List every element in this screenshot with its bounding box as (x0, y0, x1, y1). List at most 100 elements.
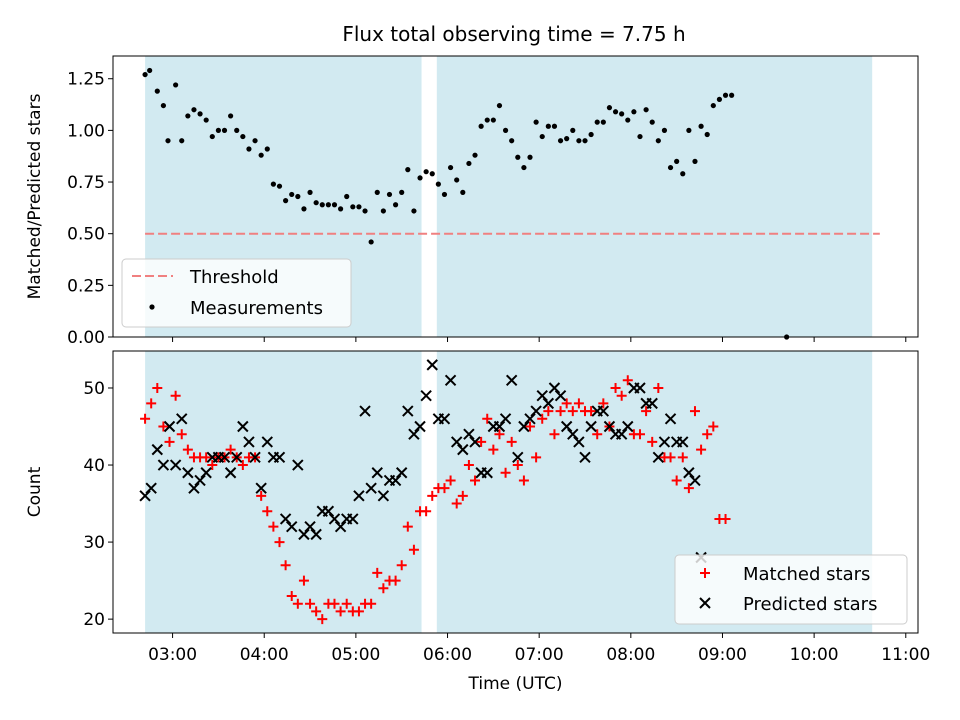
predicted-star-point (542, 397, 555, 410)
legend-box (121, 258, 352, 328)
measurement-point (356, 204, 362, 210)
predicted-star-point (322, 505, 335, 517)
x-tick-label: 08:00 (606, 645, 655, 665)
predicted-star-point (176, 413, 188, 425)
measurement-point (502, 127, 509, 133)
predicted-star-point (426, 359, 438, 371)
predicted-star-point (377, 490, 390, 502)
measurement-point (417, 175, 423, 181)
predicted-star-point (194, 474, 206, 487)
measurement-point (600, 119, 606, 125)
axes-frame (112, 350, 919, 634)
measurement-point (289, 191, 295, 198)
x-tick-label: 10:00 (790, 645, 839, 665)
y-tick-label: 0.50 (67, 225, 105, 245)
matched-star-point (408, 544, 419, 555)
axes-frame (112, 55, 919, 338)
measurement-point (307, 189, 313, 195)
predicted-star-point (395, 467, 408, 479)
measurement-point (191, 107, 197, 113)
matched-star-point (561, 398, 572, 409)
predicted-star-point (182, 467, 194, 479)
measurement-point (147, 67, 153, 74)
measurement-point (405, 167, 411, 173)
predicted-star-point (585, 420, 597, 433)
measurement-point (246, 146, 252, 152)
measurement-point (478, 123, 484, 129)
measurement-point (729, 92, 735, 98)
predicted-star-point (664, 413, 677, 425)
matched-star-point (647, 436, 658, 447)
measurement-point (429, 171, 435, 177)
y-tick-label: 50 (83, 379, 105, 399)
measurement-point (362, 208, 368, 214)
predicted-star-point (255, 482, 267, 494)
y-tick-label: 1.00 (67, 121, 105, 141)
predicted-star-point (389, 474, 402, 487)
y-tick-label: 0.75 (67, 173, 105, 193)
predicted-star-point (231, 451, 243, 464)
predicted-star-point (530, 405, 542, 417)
matched-star-point (598, 398, 609, 409)
matched-star-point (182, 444, 193, 455)
matched-star-point (396, 560, 407, 571)
measurement-point (173, 82, 179, 88)
measurement-point (380, 208, 386, 214)
matched-star-point (207, 460, 218, 471)
matched-star-point (256, 490, 267, 501)
matched-star-point (586, 406, 597, 417)
measurement-point (423, 169, 429, 175)
matched-star-point (573, 398, 584, 409)
predicted-star-point (652, 451, 665, 464)
legend-threshold-label: Threshold (189, 267, 279, 288)
matched-star-point (225, 444, 236, 455)
measurement-point (564, 136, 570, 142)
predicted-star-point (169, 459, 182, 471)
predicted-star-point (493, 420, 506, 433)
measurement-point (240, 133, 246, 140)
measurement-point (649, 119, 655, 125)
matched-star-point (488, 444, 499, 455)
predicted-star-point (457, 443, 469, 456)
predicted-star-point (328, 513, 341, 525)
matched-star-point (152, 382, 163, 393)
measurement-point (154, 88, 160, 94)
predicted-star-point (414, 420, 426, 433)
matched-star-point (689, 406, 700, 417)
measurement-point (692, 158, 698, 164)
predicted-star-point (481, 467, 493, 479)
measurement-point (447, 164, 454, 171)
predicted-star-point (658, 436, 671, 448)
measurement-point (209, 133, 215, 140)
predicted-star-point (237, 420, 249, 433)
predicted-star-point (298, 528, 310, 541)
predicted-star-point (353, 490, 365, 502)
predicted-star-point (145, 482, 157, 494)
matched-star-point (494, 429, 505, 440)
measurement-point (716, 96, 723, 102)
matched-star-point (341, 598, 352, 609)
predicted-star-point (188, 482, 200, 494)
measurement-point (319, 202, 325, 208)
matched-star-point (683, 483, 694, 494)
predicted-star-point (646, 397, 658, 410)
predicted-star-point (536, 389, 548, 402)
measurement-point (276, 183, 283, 189)
measurement-point (661, 127, 668, 133)
measurement-point (667, 164, 674, 171)
measurement-point (680, 171, 686, 177)
matched-star-point (525, 421, 536, 432)
matched-star-point (378, 583, 389, 594)
predicted-star-point (450, 436, 463, 448)
measurement-point (270, 181, 276, 187)
predicted-star-point (499, 413, 512, 425)
measurement-point (588, 131, 594, 138)
measurement-point (331, 202, 338, 208)
predicted-star-point (463, 428, 475, 440)
matched-star-point (702, 429, 713, 440)
x-axis-label: Time (UTC) (468, 674, 563, 694)
predicted-star-point (359, 405, 371, 417)
measurement-point (570, 127, 576, 133)
measurement-point (515, 154, 521, 160)
matched-star-point (421, 506, 432, 517)
